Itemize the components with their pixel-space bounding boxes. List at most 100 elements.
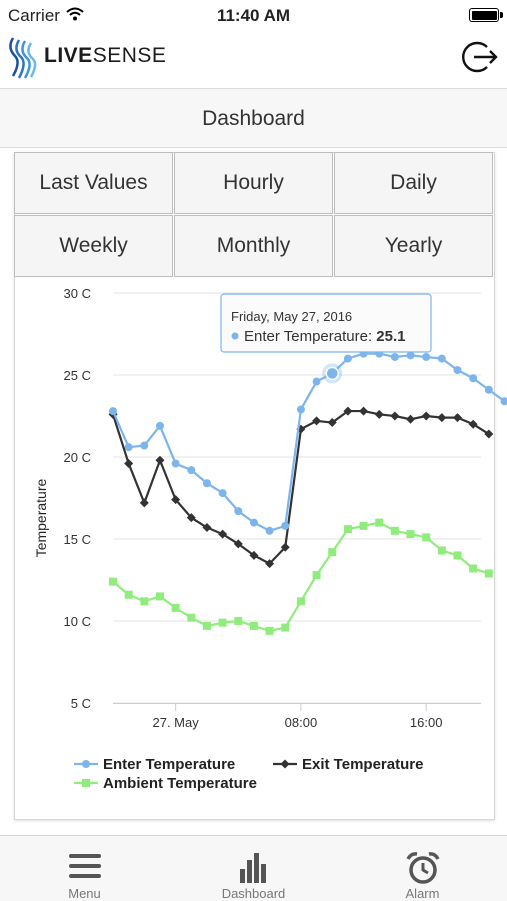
y-tick-label: 25 C xyxy=(64,368,91,383)
enter-data-point xyxy=(453,366,462,375)
exit-data-point xyxy=(312,416,322,426)
exit-data-point xyxy=(249,550,259,560)
livesense-logo-icon xyxy=(7,36,41,85)
tabbar-menu[interactable]: Menu xyxy=(0,836,169,901)
brand-bold: LIVE xyxy=(44,44,93,67)
tab-yearly[interactable]: Yearly xyxy=(334,215,493,277)
enter-data-point xyxy=(390,352,399,361)
x-tick-label: 27. May xyxy=(153,715,200,730)
legend-marker-ambient xyxy=(82,779,90,787)
enter-data-point xyxy=(296,405,305,414)
ambient-data-point xyxy=(281,623,290,632)
enter-data-point xyxy=(469,374,478,383)
ambient-data-point xyxy=(359,521,368,530)
enter-data-point xyxy=(343,354,352,363)
legend-marker-enter xyxy=(82,760,90,768)
exit-data-point xyxy=(218,529,228,539)
ambient-data-point xyxy=(218,618,227,627)
ambient-data-point xyxy=(187,613,196,622)
temperature-chart[interactable]: 30 C 25 C 20 C 15 C 10 C 5 C 27. May 08:00 16:00… xyxy=(0,0,507,835)
y-tick-label: 10 C xyxy=(64,614,91,629)
exit-series-line xyxy=(111,409,490,565)
ambient-data-point xyxy=(296,597,305,606)
exit-data-point xyxy=(186,513,196,523)
tabbar-dashboard[interactable]: Dashboard xyxy=(169,836,338,901)
enter-data-point xyxy=(484,385,493,394)
tab-monthly[interactable]: Monthly xyxy=(174,215,333,277)
y-tick-label: 30 C xyxy=(64,286,91,301)
status-bar: Carrier 11:40 AM xyxy=(0,0,507,30)
ambient-data-point xyxy=(124,590,133,599)
y-tick-label: 20 C xyxy=(64,450,91,465)
enter-data-point xyxy=(109,407,117,416)
enter-data-point xyxy=(171,459,180,468)
ambient-data-point xyxy=(155,592,164,601)
tab-weekly[interactable]: Weekly xyxy=(14,215,173,277)
exit-data-point xyxy=(390,411,400,421)
exit-data-point xyxy=(484,429,494,439)
tab-daily[interactable]: Daily xyxy=(334,152,493,214)
battery-icon xyxy=(469,8,503,22)
tooltip-series-dot xyxy=(231,332,239,340)
exit-data-point xyxy=(327,418,337,428)
ambient-data-point xyxy=(406,530,415,539)
ambient-data-point xyxy=(202,621,211,630)
chart-tooltip: Friday, May 27, 2016 Enter Temperature: 2… xyxy=(220,293,432,353)
ambient-data-point xyxy=(249,621,258,630)
exit-data-point xyxy=(233,539,243,549)
tab-last-values[interactable]: Last Values xyxy=(14,152,173,214)
tab-hourly[interactable]: Hourly xyxy=(174,152,333,214)
ambient-data-point xyxy=(265,626,274,635)
legend-label-ambient: Ambient Temperature xyxy=(103,775,257,792)
page-title: Dashboard xyxy=(202,107,305,130)
y-tick-label: 5 C xyxy=(71,696,91,711)
tabbar-menu-label: Menu xyxy=(68,886,101,901)
exit-data-point xyxy=(374,409,384,419)
tooltip-date: Friday, May 27, 2016 xyxy=(231,309,352,324)
brand-rest: SENSE xyxy=(92,44,167,67)
ambient-data-point xyxy=(422,533,431,542)
exit-data-point xyxy=(202,523,212,533)
tabbar-alarm[interactable]: Alarm xyxy=(338,836,507,901)
title-bar: Dashboard xyxy=(0,88,507,148)
exit-data-point xyxy=(280,542,290,552)
menu-icon xyxy=(68,854,101,878)
exit-data-point xyxy=(406,414,416,424)
enter-data-point xyxy=(249,518,258,527)
bar-chart-icon xyxy=(239,853,266,883)
enter-data-point xyxy=(437,354,446,363)
enter-series-line xyxy=(111,352,506,532)
exit-data-point xyxy=(124,459,134,469)
clock-time: 11:40 AM xyxy=(216,6,291,25)
alarm-clock-icon xyxy=(405,852,440,884)
exit-data-point xyxy=(343,406,353,416)
ambient-data-point xyxy=(343,525,352,534)
ambient-data-point xyxy=(234,617,243,625)
exit-data-point xyxy=(453,413,463,423)
enter-data-point xyxy=(155,421,164,430)
y-axis-title: Temperature xyxy=(33,478,49,557)
enter-data-point xyxy=(124,443,133,452)
enter-data-point xyxy=(140,441,149,450)
exit-data-point xyxy=(421,411,431,421)
exit-data-point xyxy=(437,413,447,423)
exit-data-point xyxy=(265,559,275,569)
enter-data-point xyxy=(218,489,227,498)
brand-name: LIVESENSE xyxy=(44,44,166,68)
enter-data-point xyxy=(234,507,243,516)
hover-point xyxy=(325,366,339,381)
ambient-data-point xyxy=(390,526,399,535)
logout-icon xyxy=(462,41,498,73)
ambient-data-point xyxy=(375,518,384,527)
tabbar-dashboard-label: Dashboard xyxy=(221,886,286,901)
tooltip-value: 25.1 xyxy=(376,328,405,345)
enter-data-point xyxy=(406,351,415,360)
logout-button[interactable] xyxy=(460,37,500,77)
enter-data-point xyxy=(187,466,196,475)
ambient-data-point xyxy=(171,603,180,612)
wifi-icon xyxy=(66,7,84,26)
ambient-data-point xyxy=(312,571,321,580)
ambient-data-point xyxy=(453,551,462,560)
legend-label-exit: Exit Temperature xyxy=(302,756,423,773)
ambient-data-point xyxy=(437,546,446,555)
